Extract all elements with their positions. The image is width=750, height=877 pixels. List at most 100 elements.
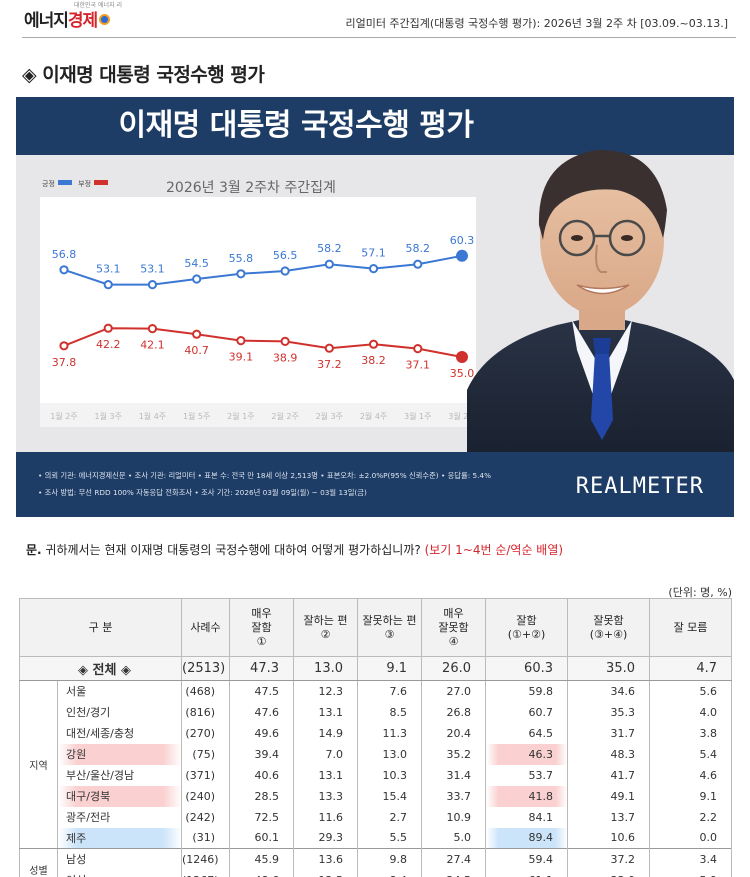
table-cell: 33.7 (421, 785, 486, 807)
line-chart: 1월 2주 1월 3주 1월 4주 1월 5주 2월 1주 2월 2주 2월 3주 2월 4주… (40, 234, 476, 427)
data-point (456, 351, 468, 363)
row-label: 남성 (57, 848, 182, 870)
table-row: 대구/경북 (240) 28.5 13.3 15.4 33.7 41.8 49.1 9.1 (20, 785, 732, 807)
table-cell: 53.7 (485, 764, 568, 786)
data-label: 42.1 (140, 339, 165, 352)
table-cell: 60.1 (229, 827, 294, 849)
table-cell: 28.5 (229, 785, 294, 807)
data-point (147, 280, 158, 290)
row-group-label: 성별 (19, 848, 58, 877)
table-cell: 84.1 (485, 806, 568, 828)
table-cell: 35.2 (421, 743, 486, 765)
table-cell: 5.9 (649, 869, 732, 877)
table-cell: 5.0 (421, 827, 486, 849)
table-cell: 9.1 (357, 656, 422, 681)
data-point (324, 259, 334, 269)
table-cell: 29.3 (293, 827, 358, 849)
survey-note-line-2: • 조사 방법: 무선 RDD 100% 자동응답 전화조사 • 조사 기간: … (38, 488, 367, 497)
table-cell: 7.6 (357, 680, 422, 702)
table-cell: 11.6 (293, 806, 358, 828)
table-row: 제주 (31) 60.1 29.3 5.5 5.0 89.4 10.6 0.0 (20, 827, 732, 849)
row-label: 인천/경기 (57, 701, 182, 723)
data-point (413, 259, 423, 269)
table-cell: 2.7 (357, 806, 422, 828)
table-cell: 47.6 (229, 701, 294, 723)
table-cell: 9.8 (357, 848, 422, 870)
table-cell: 34.6 (567, 680, 650, 702)
data-label: 53.1 (140, 263, 165, 276)
site-logo[interactable]: 에너지경제 대한민국 에너지 리 (24, 2, 122, 31)
table-cell: 12.5 (293, 869, 358, 877)
table-cell: 13.0 (293, 656, 358, 681)
banner-footer: • 의뢰 기관: 에너지경제신문 • 조사 기관: 리얼미터 • 표본 수: 전… (16, 452, 734, 517)
x-tick-label: 2월 3주 (316, 411, 343, 421)
data-point (236, 336, 246, 346)
table-cell: 59.8 (485, 680, 568, 702)
data-point (280, 266, 290, 276)
x-tick-label: 3월 1주 (404, 411, 431, 421)
table-cell: 41.8 (485, 785, 568, 807)
data-point (147, 324, 158, 334)
table-cell: 89.4 (485, 827, 568, 849)
results-table: 구 분 사례수 매우 잘함 ① 잘하는 편 ② 잘못하는 편 ③ 매우 잘못함 ④ 잘함 (①+②) 잘못함… (19, 598, 732, 877)
table-cell: 72.5 (229, 806, 294, 828)
table-row: 부산/울산/경남 (371) 40.6 13.1 10.3 31.4 53.7 41.7 4.6 (20, 764, 732, 786)
table-cell: 33.0 (567, 869, 650, 877)
legend-negative-label: 부정 (78, 180, 92, 188)
table-cell: 46.3 (485, 743, 568, 765)
data-point (324, 343, 334, 353)
site-header: 에너지경제 대한민국 에너지 리 리얼미터 주간집계(대통령 국정수행 평가):… (0, 0, 750, 38)
table-cell: (371) (181, 764, 230, 786)
table-cell: 35.0 (567, 656, 650, 681)
column-header: 매우 잘못함 ④ (421, 598, 486, 657)
row-label: ◈ 전체 ◈ (19, 656, 182, 681)
question-text: 귀하께서는 현재 이재명 대통령의 국정수행에 대하여 어떻게 평가하십니까? (41, 543, 425, 557)
x-tick-label: 1월 4주 (139, 411, 166, 421)
data-point (280, 336, 290, 346)
table-header-row: 구 분 사례수 매우 잘함 ① 잘하는 편 ② 잘못하는 편 ③ 매우 잘못함 ④ 잘함 (①+②) 잘못함… (19, 598, 732, 657)
data-label: 37.1 (406, 359, 431, 372)
question-prefix: 문. (26, 543, 42, 557)
row-label: 여성 (57, 869, 182, 877)
series-line-negative (63, 327, 463, 358)
data-point (368, 339, 379, 349)
president-portrait (467, 149, 734, 452)
row-label: 광주/전라 (57, 806, 182, 828)
table-cell: 39.4 (229, 743, 294, 765)
table-cell: 10.3 (357, 764, 422, 786)
data-label: 57.1 (361, 247, 386, 260)
table-cell: (31) (181, 827, 230, 849)
data-label: 39.1 (229, 351, 254, 364)
table-cell: 13.7 (567, 806, 650, 828)
table-cell: 20.4 (421, 722, 486, 744)
x-tick-label: 2월 4주 (360, 411, 387, 421)
table-cell: (75) (181, 743, 230, 765)
data-label: 38.9 (273, 351, 298, 364)
table-cell: 27.4 (421, 848, 486, 870)
table-cell: 13.6 (293, 848, 358, 870)
table-cell: 13.0 (357, 743, 422, 765)
table-cell: 12.3 (293, 680, 358, 702)
data-point (368, 264, 379, 274)
table-row: 강원 (75) 39.4 7.0 13.0 35.2 46.3 48.3 5.4 (20, 743, 732, 765)
table-cell: 7.0 (293, 743, 358, 765)
column-header: 구 분 (19, 598, 182, 657)
table-cell: 59.4 (485, 848, 568, 870)
data-label: 56.8 (52, 248, 77, 261)
series-line-positive (63, 254, 463, 286)
data-label: 58.2 (406, 242, 431, 255)
x-tick-label: 2월 2주 (271, 411, 298, 421)
survey-note-line-1: • 의뢰 기관: 에너지경제신문 • 조사 기관: 리얼미터 • 표본 수: 전… (38, 471, 492, 480)
table-cell: 2.2 (649, 806, 732, 828)
table-cell: 47.3 (229, 656, 294, 681)
table-cell: 4.7 (649, 656, 732, 681)
table-cell: (242) (181, 806, 230, 828)
table-cell: 60.3 (485, 656, 568, 681)
logo-tagline: 대한민국 에너지 리 (74, 2, 122, 9)
x-axis-band (40, 403, 476, 427)
data-point (236, 269, 246, 279)
table-cell: 35.3 (567, 701, 650, 723)
data-point (59, 341, 69, 351)
x-tick-label: 1월 3주 (94, 411, 121, 421)
table-cell: 26.8 (421, 701, 486, 723)
